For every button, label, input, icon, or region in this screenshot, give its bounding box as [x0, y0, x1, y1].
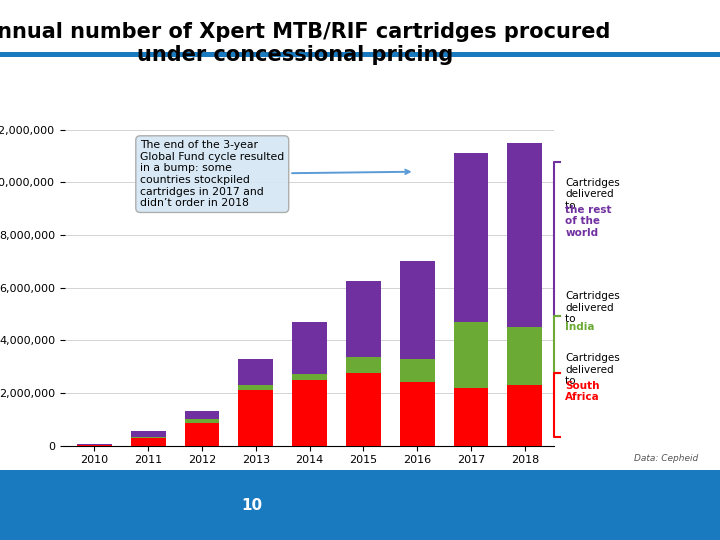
Bar [346, 357, 381, 373]
Text: 10: 10 [241, 498, 263, 514]
Bar [508, 327, 542, 385]
Bar [238, 359, 274, 385]
Text: Cartridges
delivered
to: Cartridges delivered to [565, 353, 620, 387]
Bar [131, 431, 166, 437]
Bar [508, 143, 542, 327]
Text: South
Africa: South Africa [565, 381, 600, 402]
Bar [184, 423, 220, 446]
Text: Cartridges
delivered
to: Cartridges delivered to [565, 178, 620, 211]
Bar [131, 437, 166, 438]
Bar [131, 438, 166, 446]
Text: India: India [565, 322, 595, 332]
Bar [454, 322, 488, 388]
Bar [238, 385, 274, 390]
Text: Cartridges
delivered
to: Cartridges delivered to [565, 291, 620, 325]
Bar [400, 382, 435, 446]
Bar [238, 390, 274, 445]
Bar [346, 373, 381, 446]
Bar [346, 281, 381, 357]
Bar [400, 359, 435, 382]
Bar [454, 388, 488, 445]
Bar [77, 445, 112, 446]
Text: Data: Cepheid: Data: Cepheid [634, 454, 698, 463]
Bar [400, 261, 435, 359]
Bar [292, 322, 327, 374]
Bar [292, 380, 327, 446]
Text: The end of the 3-year
Global Fund cycle resulted
in a bump: some
countries stock: The end of the 3-year Global Fund cycle … [140, 140, 410, 208]
Bar [184, 419, 220, 423]
Bar [292, 374, 327, 380]
Bar [508, 385, 542, 446]
Text: Annual number of Xpert MTB/RIF cartridges procured
under concessional pricing: Annual number of Xpert MTB/RIF cartridge… [0, 22, 610, 65]
Bar [454, 153, 488, 322]
Bar [184, 411, 220, 419]
Text: the rest
of the
world: the rest of the world [565, 205, 612, 238]
